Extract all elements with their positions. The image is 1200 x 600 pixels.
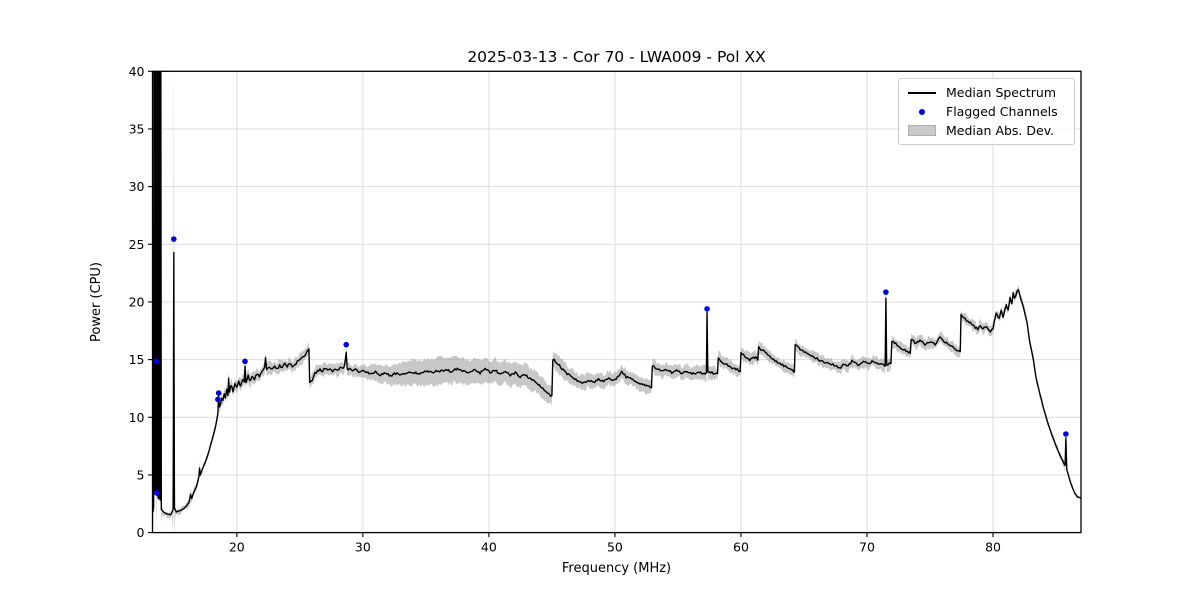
- legend: Median Spectrum Flagged Channels Median …: [898, 78, 1075, 145]
- x-tick-label: 40: [481, 540, 497, 555]
- legend-entry-flagged-channels: Flagged Channels: [907, 104, 1066, 119]
- flagged-channels-dot-swatch: [907, 108, 937, 115]
- y-tick-label: 30: [129, 179, 145, 194]
- y-axis-label: Power (CPU): [89, 262, 104, 343]
- legend-entry-median-spectrum: Median Spectrum: [907, 85, 1066, 100]
- x-tick-label: 50: [607, 540, 623, 555]
- y-tick-label: 20: [129, 294, 145, 309]
- x-tick-label: 80: [985, 540, 1001, 555]
- y-tick-label: 40: [129, 64, 145, 79]
- x-tick-label: 60: [733, 540, 749, 555]
- median-spectrum-line-swatch: [907, 91, 937, 94]
- x-axis-label: Frequency (MHz): [561, 561, 672, 576]
- y-tick-label: 5: [137, 467, 145, 482]
- x-tick-label: 30: [355, 540, 371, 555]
- y-tick-label: 10: [129, 410, 145, 425]
- legend-entry-mad-band: Median Abs. Dev.: [907, 123, 1066, 138]
- x-tick-label: 20: [229, 540, 245, 555]
- legend-label: Median Spectrum: [946, 85, 1057, 100]
- chart-title: 2025-03-13 - Cor 70 - LWA009 - Pol XX: [467, 48, 766, 66]
- y-tick-label: 0: [137, 525, 145, 540]
- y-tick-label: 25: [129, 237, 145, 252]
- x-tick-label: 70: [859, 540, 875, 555]
- legend-label: Flagged Channels: [946, 104, 1058, 119]
- y-tick-label: 35: [129, 121, 145, 136]
- legend-label: Median Abs. Dev.: [946, 123, 1055, 138]
- mad-band-patch-swatch: [907, 125, 937, 136]
- y-tick-label: 15: [129, 352, 145, 367]
